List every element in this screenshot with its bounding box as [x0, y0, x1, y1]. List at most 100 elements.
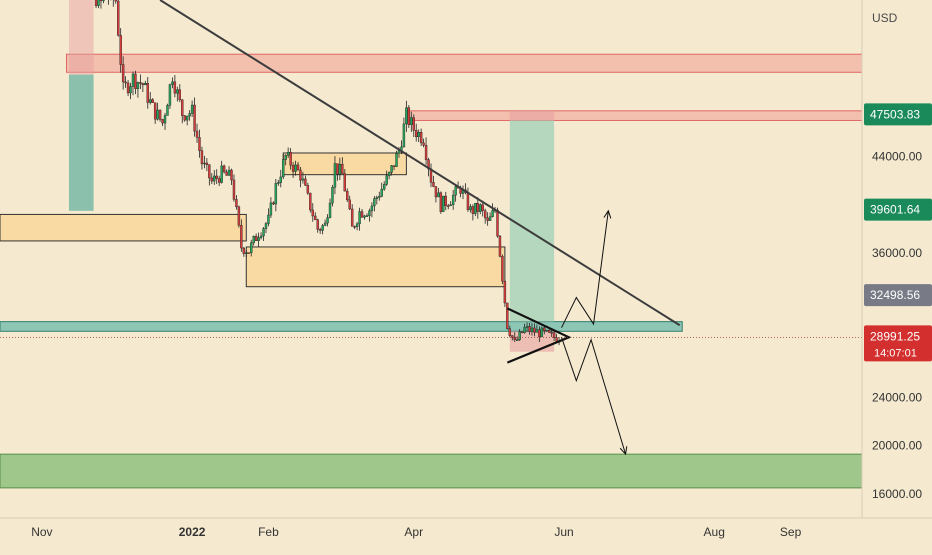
candle-body: [506, 302, 509, 329]
candle-body: [119, 35, 122, 65]
candle-body: [250, 242, 253, 253]
candle-body: [518, 331, 521, 340]
candle-body: [289, 152, 292, 166]
candle-body: [447, 205, 450, 207]
time-axis-background[interactable]: [0, 518, 862, 550]
candle-body: [158, 109, 162, 120]
candle-body: [232, 179, 236, 200]
candle-body: [368, 210, 371, 216]
candle-body: [178, 89, 181, 101]
candle-body: [131, 73, 135, 87]
candle-body: [274, 183, 278, 205]
candle-body: [432, 182, 435, 187]
candle-body: [390, 165, 393, 173]
countdown-label: 14:07:01: [874, 347, 917, 359]
candle-body: [476, 202, 479, 212]
candle-body: [375, 197, 379, 199]
candle-body: [114, 0, 117, 2]
candle-body: [141, 83, 145, 86]
candle-body: [227, 169, 231, 176]
candle-body: [434, 186, 438, 198]
candle-body: [245, 252, 248, 254]
candle-body: [469, 206, 472, 210]
price-tag-label: 39601.64: [870, 203, 920, 217]
candle-body: [508, 328, 512, 336]
candle-body: [496, 209, 499, 237]
candle-body: [136, 82, 140, 89]
candle-body: [437, 192, 440, 198]
candle-body: [336, 163, 339, 175]
candle-body: [284, 155, 287, 160]
projection-path: [561, 210, 609, 328]
candle-body: [198, 137, 201, 151]
x-tick-label: Aug: [704, 525, 725, 539]
candle-body: [412, 117, 415, 131]
target-zone: [0, 453, 863, 489]
candle-body: [301, 178, 305, 181]
candle-body: [392, 165, 396, 167]
candle-body: [235, 199, 238, 208]
candle-body: [272, 202, 275, 205]
candle-body: [144, 83, 147, 86]
candle-body: [343, 173, 346, 192]
candle-body: [550, 332, 553, 334]
candle-body: [483, 210, 487, 219]
candle-body: [424, 145, 428, 160]
candle-body: [410, 117, 413, 125]
candle-body: [296, 164, 300, 171]
candle-body: [501, 256, 504, 282]
candle-body: [117, 0, 120, 36]
candle-body: [395, 153, 398, 167]
candle-body: [183, 115, 186, 121]
candle-body: [543, 327, 546, 331]
candle-body: [355, 223, 359, 228]
candle-body: [363, 215, 366, 218]
y-tick-label: 44000.00: [872, 150, 922, 164]
price-axis-background[interactable]: [862, 0, 932, 550]
candle-body: [277, 182, 280, 184]
candle-body: [267, 214, 270, 224]
y-axis-labels: 16000.00 20000.00 24000.00 36000.00 44000.00: [872, 150, 922, 501]
current-price-label: 28991.25: [870, 329, 920, 343]
candle-body: [486, 217, 489, 221]
candle-body: [451, 194, 455, 205]
candle-body: [318, 229, 322, 231]
candle-body: [279, 176, 282, 183]
arrow-head: [619, 446, 628, 456]
candle-body: [545, 329, 548, 332]
candle-body: [331, 187, 334, 204]
candle-body: [503, 280, 507, 304]
candle-body: [481, 204, 484, 211]
candle-body: [348, 199, 351, 210]
candle-body: [321, 225, 324, 231]
candle-body: [380, 188, 383, 197]
candle-body: [552, 332, 556, 338]
candle-body: [282, 159, 285, 178]
candle-body: [220, 165, 223, 183]
candle-body: [286, 152, 290, 156]
candles-layer: [94, 0, 561, 346]
demand-zone: [0, 213, 247, 242]
candle-body: [498, 235, 502, 257]
candle-body: [333, 163, 337, 188]
candle-body: [353, 226, 356, 228]
candle-body: [491, 210, 494, 217]
y-tick-label: 20000.00: [872, 439, 922, 453]
candle-body: [415, 130, 418, 138]
candle-body: [535, 329, 539, 333]
candle-body: [215, 175, 218, 179]
candle-body: [242, 247, 246, 254]
candle-body: [309, 192, 312, 211]
candle-body: [516, 339, 519, 341]
candle-body: [166, 104, 169, 116]
candle-body: [203, 162, 206, 165]
candle-body: [247, 252, 250, 254]
support-zone: [0, 321, 683, 332]
candle-body: [365, 215, 369, 217]
candle-body: [533, 327, 536, 333]
currency-label: USD: [872, 11, 898, 25]
candle-body: [264, 223, 268, 229]
triangle-pattern: [506, 307, 572, 364]
